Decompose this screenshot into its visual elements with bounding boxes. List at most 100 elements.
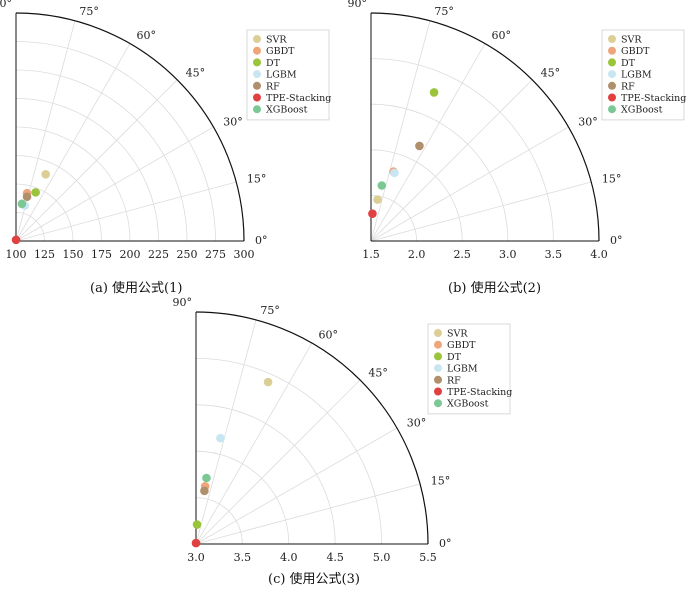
radial-tick-label: 4.5: [326, 551, 344, 564]
caption-b: (b) 使用公式(2): [448, 281, 542, 296]
legend-marker: [608, 81, 616, 90]
angle-tick-label: 75°: [79, 5, 99, 18]
radial-tick-label: 250: [177, 248, 198, 261]
angle-tick-label: 0°: [610, 234, 623, 247]
legend-label: TPE-Stacking: [266, 93, 331, 104]
legend-marker: [434, 364, 442, 373]
legend-label: DT: [447, 352, 462, 363]
caption-c: (c) 使用公式(3): [268, 572, 360, 587]
legend-label: SVR: [447, 329, 468, 340]
radial-tick-label: 150: [63, 248, 84, 261]
legend-marker: [434, 387, 442, 396]
data-point: [373, 195, 382, 204]
radial-tick-label: 125: [34, 248, 55, 261]
radial-tick-label: 4.0: [590, 248, 608, 261]
radial-tick-label: 275: [205, 248, 226, 261]
data-point: [263, 377, 273, 387]
legend-label: DT: [621, 58, 636, 69]
grid-spoke: [195, 342, 313, 545]
legend-label: XGBoost: [621, 105, 663, 116]
legend-label: SVR: [266, 35, 287, 46]
grid-spoke: [195, 379, 361, 545]
polar-chart-1: 1.5 2.0 2.5 3.0 3.5 4.00° 15° 30° 45° 60° 75° 90° SV…: [348, 0, 687, 261]
radial-tick-label: 1.5: [362, 248, 380, 261]
legend-marker: [434, 375, 442, 384]
data-point: [377, 181, 387, 190]
angle-tick-label: 30°: [578, 116, 598, 129]
data-point: [216, 433, 225, 443]
angle-tick-label: 45°: [186, 66, 206, 79]
legend-label: GBDT: [447, 340, 476, 351]
legend-marker: [434, 329, 442, 337]
legend-marker: [608, 105, 616, 114]
legend-marker: [608, 58, 616, 67]
grid-spoke: [370, 126, 569, 242]
radial-tick-label: 5.0: [373, 551, 391, 564]
legend-marker: [253, 105, 261, 114]
legend-label: RF: [447, 375, 461, 386]
legend-label: RF: [621, 81, 635, 92]
radial-tick-label: 3.0: [187, 551, 205, 564]
legend-marker: [253, 93, 261, 102]
angle-tick-label: 0°: [255, 234, 268, 247]
data-point: [415, 141, 424, 151]
angle-tick-label: 75°: [260, 304, 280, 317]
grid-spoke: [370, 79, 533, 242]
angle-tick-label: 90°: [0, 0, 12, 10]
legend-label: TPE-Stacking: [447, 387, 512, 398]
polar-chart-2: 3.0 3.5 4.0 4.5 5.0 5.50° 15° 30° 45° 60° 75° 90° SV…: [173, 296, 513, 564]
grid-spoke: [15, 43, 131, 242]
radial-tick-label: 2.0: [408, 248, 426, 261]
outer-arc: [370, 12, 600, 242]
grid-spoke: [15, 181, 237, 242]
radial-tick-label: 5.5: [419, 551, 437, 564]
outer-arc: [15, 12, 245, 242]
angle-tick-label: 45°: [541, 66, 561, 79]
legend-label: SVR: [621, 35, 642, 46]
angle-tick-label: 60°: [137, 29, 157, 42]
data-point: [41, 170, 50, 179]
outer-arc: [195, 311, 429, 545]
legend-label: XGBoost: [266, 105, 308, 116]
radial-tick-label: 3.5: [545, 248, 563, 261]
legend-label: RF: [266, 81, 280, 92]
data-point: [202, 473, 211, 483]
radial-tick-label: 2.5: [453, 248, 471, 261]
legend-label: LGBM: [621, 70, 652, 81]
data-point: [192, 520, 202, 529]
legend-marker: [253, 70, 261, 79]
angle-tick-label: 90°: [348, 0, 368, 10]
radial-tick-label: 200: [120, 248, 141, 261]
radial-tick-label: 4.0: [280, 551, 298, 564]
legend-label: DT: [266, 58, 281, 69]
radial-tick-label: 3.5: [234, 551, 252, 564]
radial-tick-label: 300: [234, 248, 255, 261]
radial-tick-label: 100: [6, 248, 27, 261]
grid-spoke: [370, 181, 592, 242]
angle-tick-label: 0°: [439, 537, 452, 550]
legend-marker: [253, 35, 261, 43]
data-point: [17, 199, 27, 209]
grid-spoke: [370, 20, 431, 242]
data-point: [11, 235, 21, 245]
angle-tick-label: 75°: [434, 5, 454, 18]
legend-label: LGBM: [447, 364, 478, 375]
legend-label: XGBoost: [447, 399, 489, 410]
legend-marker: [434, 399, 442, 408]
angle-tick-label: 30°: [407, 417, 427, 430]
angle-tick-label: 30°: [223, 116, 243, 129]
radial-tick-label: 175: [91, 248, 112, 261]
legend-marker: [253, 46, 261, 55]
radial-tick-label: 225: [148, 248, 169, 261]
legend-marker: [608, 93, 616, 102]
grid-spoke: [195, 483, 421, 545]
angle-tick-label: 15°: [602, 173, 622, 186]
legend-marker: [608, 46, 616, 55]
legend-label: LGBM: [266, 70, 297, 81]
legend-label: TPE-Stacking: [621, 93, 686, 104]
angle-tick-label: 15°: [247, 173, 267, 186]
legend-label: GBDT: [621, 46, 650, 57]
data-point: [429, 88, 439, 97]
grid-spoke: [195, 427, 398, 545]
